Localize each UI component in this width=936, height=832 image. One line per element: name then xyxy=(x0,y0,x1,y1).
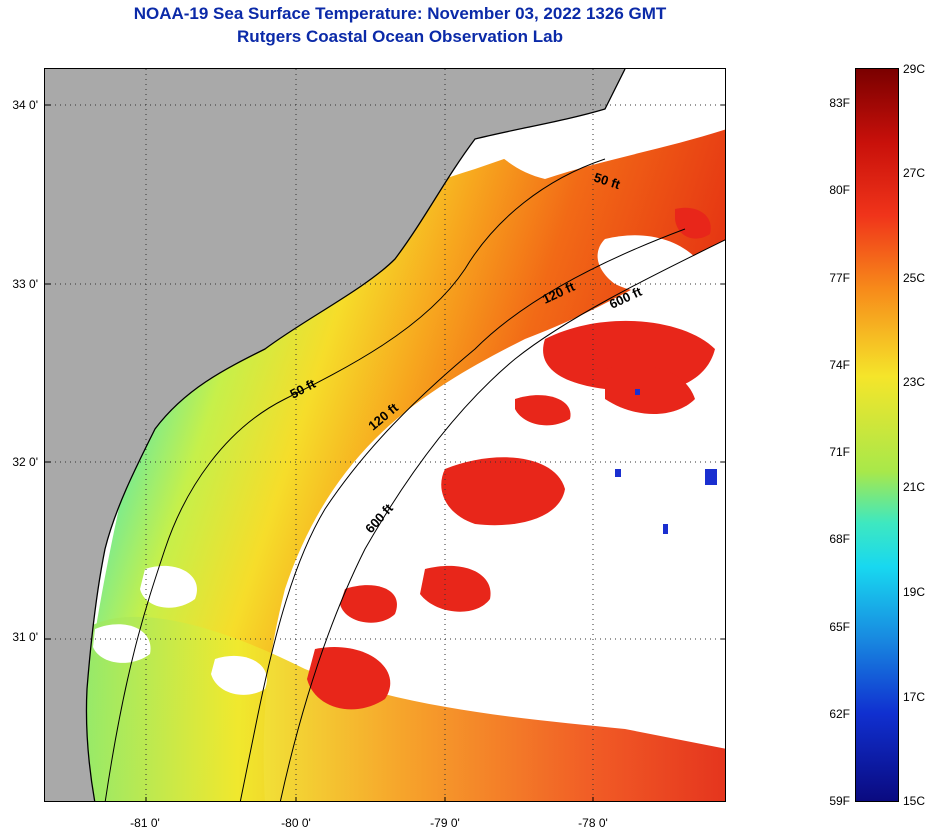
depth-contours xyxy=(104,158,725,801)
lon-label-80: -80 0' xyxy=(281,816,311,830)
frame-ticks xyxy=(45,104,725,801)
colorbar-c-25: 25C xyxy=(903,271,926,285)
lat-label-31: 31 0' xyxy=(12,630,38,644)
colorbar-f-83: 83F xyxy=(829,96,850,110)
temperature-colorbar xyxy=(855,68,899,802)
colorbar-f-65: 65F xyxy=(829,620,850,634)
lon-label-78: -78 0' xyxy=(578,816,608,830)
sst-south-patch xyxy=(75,616,725,801)
colorbar-f-71: 71F xyxy=(829,445,850,459)
colorbar-c-23: 23C xyxy=(903,375,926,389)
graticule xyxy=(45,69,725,801)
contour-600ft xyxy=(279,239,725,801)
colorbar-c-21: 21C xyxy=(903,480,926,494)
lat-label-32: 32 0' xyxy=(12,455,38,469)
colorbar-c-29: 29C xyxy=(903,62,926,76)
colorbar-c-19: 19C xyxy=(903,585,926,599)
lon-label-81: -81 0' xyxy=(130,816,160,830)
sst-map: 50 ft 50 ft 120 ft 120 ft 600 ft 600 ft xyxy=(44,68,726,802)
lat-label-33: 33 0' xyxy=(12,277,38,291)
gulf-stream-patches xyxy=(307,207,715,710)
cool-spots xyxy=(615,389,717,534)
land-mass xyxy=(45,69,625,801)
lat-label-34: 34 0' xyxy=(12,98,38,112)
colorbar-c-17: 17C xyxy=(903,690,926,704)
lon-label-79: -79 0' xyxy=(430,816,460,830)
colorbar-f-77: 77F xyxy=(829,271,850,285)
colorbar-f-74: 74F xyxy=(829,358,850,372)
colorbar-f-62: 62F xyxy=(829,707,850,721)
sst-map-canvas: 50 ft 50 ft 120 ft 120 ft 600 ft 600 ft xyxy=(45,69,725,801)
coastline xyxy=(85,69,626,801)
colorbar-f-68: 68F xyxy=(829,532,850,546)
colorbar-c-15: 15C xyxy=(903,794,926,808)
contour-50ft xyxy=(104,158,606,801)
colorbar-f-59: 59F xyxy=(829,794,850,808)
colorbar-f-80: 80F xyxy=(829,183,850,197)
map-title: NOAA-19 Sea Surface Temperature: Novembe… xyxy=(133,4,667,23)
map-subtitle: Rutgers Coastal Ocean Observation Lab xyxy=(237,27,563,46)
contour-120ft xyxy=(239,228,686,801)
colorbar-ramp xyxy=(856,69,898,801)
colorbar-c-27: 27C xyxy=(903,166,926,180)
